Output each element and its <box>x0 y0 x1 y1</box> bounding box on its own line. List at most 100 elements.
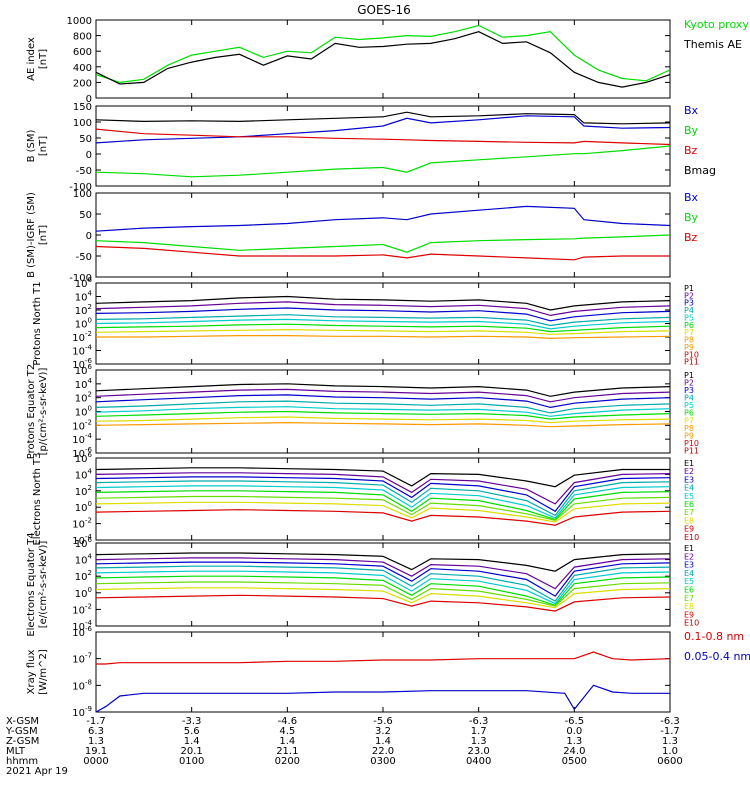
row-value: 0300 <box>370 756 395 767</box>
legend-p10: P10 <box>684 350 699 359</box>
row-value: 20.1 <box>181 746 203 757</box>
series-p3 <box>96 394 670 409</box>
y-tick-exponent: -2 <box>85 602 92 610</box>
legend-p7: P7 <box>684 328 694 337</box>
y-tick-label: 102 <box>75 569 92 583</box>
legend-p1: P1 <box>684 284 694 293</box>
legend-p2: P2 <box>684 291 694 300</box>
y-tick-label: 106 <box>75 536 93 550</box>
legend-p1: P1 <box>684 371 694 380</box>
legend-by: By <box>684 211 699 224</box>
y-tick-label: 200 <box>73 78 92 89</box>
legend-0-1-0-8-nm: 0.1-0.8 nm <box>684 630 744 643</box>
row-value: -1.7 <box>660 726 680 737</box>
y-tick-exponent: 0 <box>88 500 92 508</box>
series-p6 <box>96 410 670 420</box>
row-value: 1.3 <box>662 736 678 747</box>
series-group <box>96 467 670 526</box>
series-p4 <box>96 400 670 414</box>
row-value: 1.4 <box>279 736 295 747</box>
y-tick-label: 106 <box>75 276 93 290</box>
y-tick-exponent: 6 <box>88 536 93 544</box>
legend-p9: P9 <box>684 431 694 440</box>
y-tick-label: 400 <box>73 63 92 74</box>
legend-p5: P5 <box>684 313 694 322</box>
row-value: 6.3 <box>88 726 104 737</box>
y-tick-label: 100 <box>75 500 92 514</box>
legend-e6: E6 <box>684 500 694 509</box>
series-p7 <box>96 328 670 335</box>
y-tick-label: 50 <box>79 210 92 221</box>
row-label: hhmm <box>6 756 38 767</box>
y-tick-exponent: 6 <box>88 276 93 284</box>
y-axis-label-line: [e/(cm²-s-sr-keV)] <box>38 541 49 629</box>
y-tick-exponent: -4 <box>85 432 93 440</box>
y-tick-label: 100 <box>75 317 92 331</box>
row-value: 21.1 <box>276 746 298 757</box>
row-label: Y-GSM <box>5 726 38 737</box>
y-tick-exponent: -4 <box>85 344 93 352</box>
panel-frame <box>95 457 671 541</box>
y-tick-label: 50 <box>79 134 92 145</box>
y-tick-exponent: -9 <box>85 705 92 713</box>
row-value: -6.5 <box>565 716 585 727</box>
legend-e4: E4 <box>684 569 694 578</box>
y-axis-label-line: Protons North T1 <box>32 281 43 365</box>
panel-3: -100 -50 0 50 100 B (SM)-IGRF (SM)[nT] Bx By Bz <box>26 189 699 284</box>
series-p8 <box>96 421 670 428</box>
y-axis-label: Protons North T1 <box>32 281 43 365</box>
legend-e7: E7 <box>684 594 694 603</box>
legend-e6: E6 <box>684 586 694 595</box>
legend-p6: P6 <box>684 409 694 418</box>
row-value: 1.3 <box>471 736 487 747</box>
series-by <box>96 145 670 178</box>
panel-frame <box>95 542 671 627</box>
row-value: 24.0 <box>563 746 585 757</box>
date-label: 2021 Apr 19 <box>6 766 68 777</box>
y-tick-label: 102 <box>75 303 92 317</box>
y-tick-label: 104 <box>75 377 93 391</box>
series-p7 <box>96 416 670 424</box>
legend-kyoto-proxy-ae: Kyoto proxy AE <box>684 18 750 31</box>
y-axis-label: Electrons North T3 <box>32 452 43 545</box>
legend-bx: Bx <box>684 191 699 204</box>
y-tick-exponent: 6 <box>88 451 93 459</box>
y-tick-label: 100 <box>75 586 92 600</box>
y-tick-exponent: -2 <box>85 330 92 338</box>
y-tick-exponent: 6 <box>88 363 93 371</box>
legend-e7: E7 <box>684 508 694 517</box>
legend-p3: P3 <box>684 299 694 308</box>
series-e4 <box>96 480 670 517</box>
row-value: -5.6 <box>373 716 393 727</box>
legend-p8: P8 <box>684 424 694 433</box>
y-axis-label-line: Electrons Equator T4 <box>26 532 37 636</box>
y-tick-label: 106 <box>75 363 93 377</box>
y-tick-exponent: -6 <box>85 625 93 633</box>
y-tick-label: -100 <box>69 273 92 284</box>
legend-e5: E5 <box>684 577 694 586</box>
legend-p11: P11 <box>684 358 699 367</box>
series-e7 <box>96 581 670 607</box>
y-tick-exponent: 4 <box>88 553 93 561</box>
y-tick-label: 106 <box>75 451 93 465</box>
row-value: 1.3 <box>88 736 104 747</box>
panel-frame <box>95 192 671 278</box>
row-value: -6.3 <box>660 716 680 727</box>
row-value: 3.2 <box>375 726 391 737</box>
series-0-1-0-8-nm <box>96 651 670 665</box>
y-tick-exponent: 2 <box>88 391 92 399</box>
legend-e2: E2 <box>684 552 694 561</box>
y-tick-label: 102 <box>75 391 92 405</box>
legend-p4: P4 <box>684 306 694 315</box>
legend-bmag: Bmag <box>684 164 716 177</box>
row-value: 0500 <box>562 756 587 767</box>
row-label: MLT <box>6 746 26 757</box>
row-value: 23.0 <box>468 746 490 757</box>
legend-p8: P8 <box>684 336 694 345</box>
y-tick-label: 104 <box>75 553 93 567</box>
y-tick-exponent: -8 <box>85 678 92 686</box>
row-value: -1.7 <box>86 716 106 727</box>
panel-frame <box>95 631 671 713</box>
